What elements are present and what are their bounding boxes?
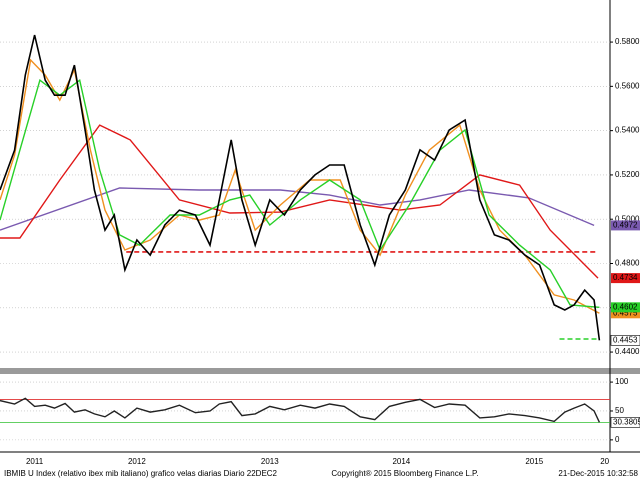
x-tick-label: 2012 — [128, 457, 146, 466]
footer-right: 21-Dec-2015 10:32:58 — [558, 469, 638, 478]
y-tick-label: 0.5800 — [615, 37, 640, 46]
y-tick-label: 0.5000 — [615, 214, 640, 223]
last-value-label: 0.4575 — [613, 308, 638, 317]
last-value-label: 0.4453 — [613, 335, 638, 344]
footer-left: IBMIB U Index (relativo ibex mib italian… — [4, 469, 278, 478]
panel-separator — [0, 368, 640, 374]
series-line — [0, 78, 600, 308]
last-value-tag — [610, 335, 640, 346]
y-tick-label: 0.5400 — [615, 126, 640, 135]
y-tick-label: 0 — [615, 435, 620, 444]
x-tick-label: 2014 — [392, 457, 410, 466]
y-tick-label: 0.5200 — [615, 170, 640, 179]
series-line — [0, 397, 601, 423]
last-value-tag — [610, 417, 640, 428]
last-value-tag — [611, 273, 640, 284]
x-tick-label: 2011 — [26, 457, 44, 466]
y-tick-label: 0.4400 — [615, 347, 640, 356]
series-line — [0, 187, 595, 231]
last-value-label: 0.4972 — [613, 221, 638, 230]
last-value-label: 30.3805 — [613, 417, 640, 426]
y-tick-label: 0.4800 — [615, 259, 640, 268]
last-value-tag — [611, 220, 640, 231]
last-value-label: 0.4734 — [613, 273, 638, 282]
x-tick-label: 2015 — [525, 457, 543, 466]
x-tick-label: 20 — [600, 457, 609, 466]
last-value-label: 0.4602 — [613, 302, 638, 311]
last-value-tag — [611, 308, 640, 319]
y-tick-label: 0.5600 — [615, 81, 640, 90]
last-value-tag — [611, 302, 640, 313]
x-tick-label: 2013 — [261, 457, 279, 466]
y-tick-label: 50 — [615, 406, 624, 415]
y-tick-label: 100 — [615, 377, 629, 386]
footer-center: Copyright® 2015 Bloomberg Finance L.P. — [331, 469, 478, 478]
series-line — [0, 34, 601, 341]
series-line — [0, 124, 599, 279]
